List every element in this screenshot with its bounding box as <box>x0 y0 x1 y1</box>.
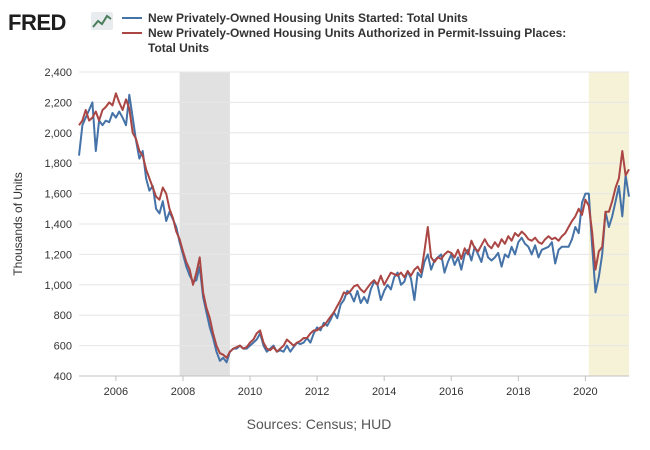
fred-graph-icon <box>91 12 113 30</box>
legend-label-permits-line1: New Privately-Owned Housing Units Author… <box>148 26 566 40</box>
y-tick-label: 400 <box>54 371 72 383</box>
x-tick-label: 2012 <box>305 386 329 398</box>
x-tick-label: 2006 <box>104 386 128 398</box>
y-tick-label: 1,200 <box>44 249 72 261</box>
legend-label-starts: New Privately-Owned Housing Units Starte… <box>148 11 468 25</box>
plot-area: 400 600 800 1,000 1,200 1,400 1,600 1,800 2,000 2… <box>11 67 630 398</box>
y-tick-label: 1,600 <box>44 189 72 201</box>
x-tick-label: 2020 <box>573 386 597 398</box>
y-tick-label: 1,800 <box>44 158 72 170</box>
y-tick-label: 1,400 <box>44 219 72 231</box>
y-axis-label: Thousands of Units <box>11 172 25 275</box>
legend-label-permits-line2: Total Units <box>148 41 209 55</box>
x-tick-label: 2008 <box>171 386 195 398</box>
y-tick-label: 1,000 <box>44 280 72 292</box>
y-tick-label: 2,200 <box>44 97 72 109</box>
y-tick-label: 800 <box>54 310 72 322</box>
x-tick-label: 2010 <box>238 386 262 398</box>
series-line-starts <box>78 93 630 364</box>
sources-footer: Sources: Census; HUD <box>247 416 392 432</box>
fred-logo-text: FRED <box>8 10 66 35</box>
x-tick-label: 2014 <box>372 386 396 398</box>
legend: New Privately-Owned Housing Units Starte… <box>122 11 566 55</box>
series-line-permits <box>78 92 630 359</box>
y-tick-label: 600 <box>54 341 72 353</box>
y-tick-label: 2,400 <box>44 67 72 79</box>
y-tick-label: 2,000 <box>44 128 72 140</box>
x-tick-label: 2016 <box>439 386 463 398</box>
x-tick-label: 2018 <box>506 386 530 398</box>
